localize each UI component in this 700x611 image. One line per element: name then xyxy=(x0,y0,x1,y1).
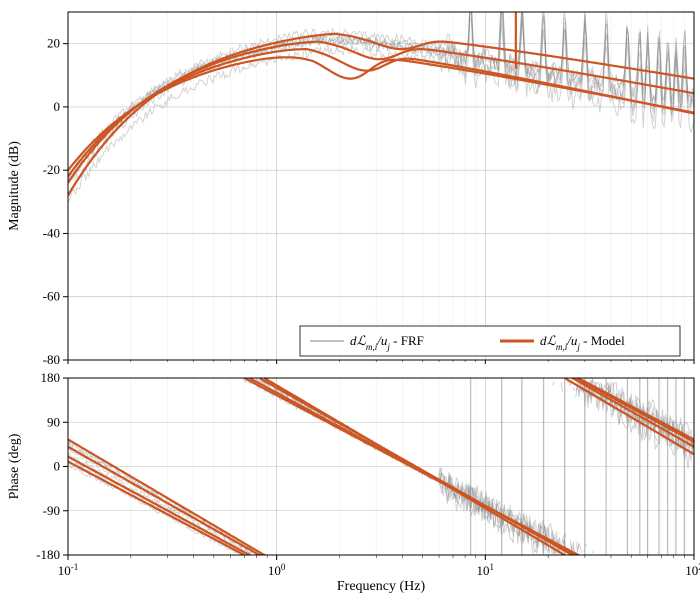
model-magnitude-trace xyxy=(68,49,694,176)
bode-svg: 10-1 100 101 102 -80 -60 -40 -20 0 20 -180 -90 0 90 18… xyxy=(0,0,700,611)
model-magnitude-trace xyxy=(68,34,694,196)
x-tick-label: 10-1 xyxy=(58,562,79,578)
phase-grid xyxy=(68,378,694,555)
frf-magnitude-trace xyxy=(68,4,694,194)
magnitude-traces xyxy=(68,0,694,202)
x-tick-label: 100 xyxy=(268,562,286,578)
x-tick-label: 102 xyxy=(685,562,700,578)
phase-y-tick-label: 180 xyxy=(41,370,61,385)
phase-y-tick-label: -90 xyxy=(43,503,60,518)
mag-y-tick-label: -40 xyxy=(43,225,60,240)
x-tick-label: 101 xyxy=(477,562,495,578)
bode-figure: 10-1 100 101 102 -80 -60 -40 -20 0 20 -180 -90 0 90 18… xyxy=(0,0,700,611)
phase-y-tick-label: 90 xyxy=(47,414,60,429)
mag-y-tick-label: 0 xyxy=(54,99,61,114)
phase-y-tick-label: -180 xyxy=(36,547,60,562)
x-label: Frequency (Hz) xyxy=(337,579,426,594)
mag-y-tick-label: -20 xyxy=(43,162,60,177)
mag-y-tick-label: -80 xyxy=(43,352,60,367)
frf-magnitude-trace xyxy=(68,11,694,202)
phase-y-tick-label: 0 xyxy=(54,459,61,474)
mag-y-tick-label: -60 xyxy=(43,289,60,304)
phase-ylabel: Phase (deg) xyxy=(7,433,22,499)
mag-y-tick-label: 20 xyxy=(47,36,60,51)
magnitude-ylabel: Magnitude (dB) xyxy=(7,141,22,231)
